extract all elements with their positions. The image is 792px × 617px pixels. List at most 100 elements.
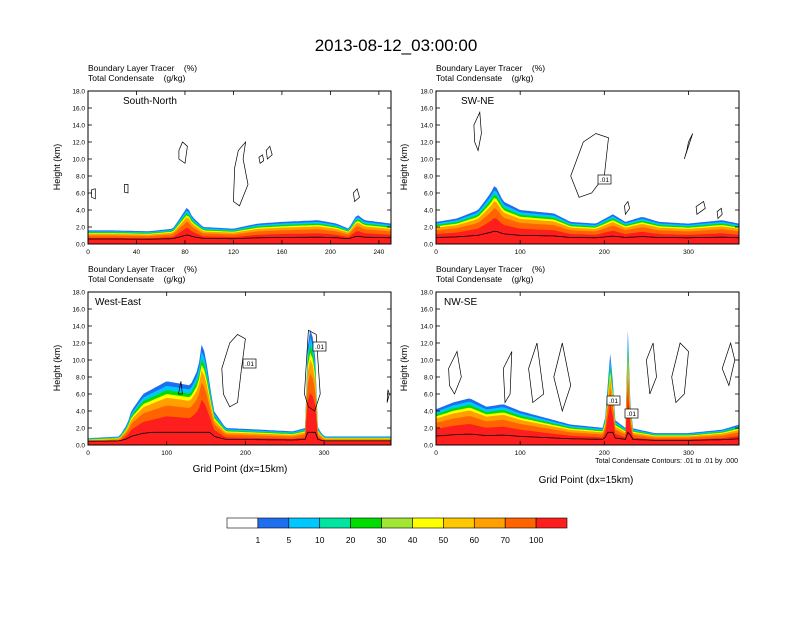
x-tick-label: 240 — [373, 249, 384, 256]
x-tick-label: 0 — [86, 249, 90, 256]
contour-label-box: .01 — [624, 408, 639, 419]
y-tick-label: 6.0 — [76, 392, 85, 399]
colorbar: 1 5 10 20 30 40 50 60 70 100 — [226, 517, 568, 545]
condensate-contour-6 — [721, 341, 736, 387]
y-tick-label: 4.0 — [424, 208, 433, 215]
condensate-contour-5 — [265, 145, 273, 160]
y-tick-label: 4.0 — [76, 208, 85, 215]
colorbar-label: 100 — [529, 535, 543, 545]
y-tick-label: 2.0 — [424, 426, 433, 433]
colorbar-label: 70 — [500, 535, 510, 545]
condensate-contour-1 — [570, 133, 609, 198]
condensate-contour-1 — [502, 351, 513, 404]
tracer-band-6 — [88, 227, 391, 244]
x-tick-label: 300 — [319, 450, 330, 457]
y-tick-label: 8.0 — [424, 375, 433, 382]
y-tick-label: 10.0 — [420, 157, 433, 164]
plot-area-nw-se: 0.0 2.0 4.0 6.0 8.0 10.0 12.0 14.0 16.0 18.0 0 100 2… — [420, 290, 740, 457]
x-tick-label: 120 — [228, 249, 239, 256]
terrain-line — [435, 431, 740, 441]
y-tick-label: 16.0 — [72, 307, 85, 314]
panel-header-line1: Boundary Layer Tracer (%) — [436, 63, 545, 73]
condensate-contour-2 — [178, 141, 188, 164]
condensate-contour-1 — [304, 329, 321, 412]
colorbar-label: 50 — [439, 535, 449, 545]
panel-header-line2: Total Condensate (g/kg) — [436, 73, 534, 83]
y-tick-label: 12.0 — [72, 341, 85, 348]
terrain-line — [435, 230, 740, 239]
plot-area-south-north: 0.0 2.0 4.0 6.0 8.0 10.0 12.0 14.0 16.0 18.0 0 40 80… — [72, 89, 392, 256]
y-tick-label: 14.0 — [420, 123, 433, 130]
plot-area-west-east: 0.0 2.0 4.0 6.0 8.0 10.0 12.0 14.0 16.0 18.0 0 100 2… — [72, 290, 392, 457]
panel-west-east: Boundary Layer Tracer (%) Total Condensa… — [52, 264, 392, 475]
y-tick-label: 2.0 — [424, 225, 433, 232]
panel-header-line1: Boundary Layer Tracer (%) — [88, 264, 197, 274]
condensate-contour-2 — [178, 381, 183, 395]
x-tick-label: 200 — [599, 249, 610, 256]
colorbar-swatch — [288, 517, 321, 529]
panel-header-line2: Total Condensate (g/kg) — [88, 274, 186, 284]
x-tick-label: 100 — [161, 450, 172, 457]
y-tick-label: 8.0 — [76, 375, 85, 382]
x-tick-label: 160 — [276, 249, 287, 256]
condensate-contour-4 — [258, 154, 265, 164]
y-tick-label: 12.0 — [420, 140, 433, 147]
figure-title: 2013-08-12_03:00:00 — [315, 36, 478, 55]
plot-frame — [435, 90, 740, 245]
condensate-contour-2 — [528, 342, 545, 404]
y-tick-label: 6.0 — [424, 191, 433, 198]
condensate-contour-6 — [353, 188, 360, 203]
y-tick-label: 0.0 — [76, 242, 85, 249]
panel-label: NW-SE — [444, 297, 477, 308]
condensate-contour-4 — [695, 200, 706, 215]
x-tick-label: 0 — [434, 249, 438, 256]
panel-header-line1: Boundary Layer Tracer (%) — [436, 264, 545, 274]
contour-label: .01 — [245, 361, 254, 368]
x-tick-label: 300 — [683, 249, 694, 256]
x-axis-label: Grid Point (dx=15km) — [539, 475, 634, 486]
condensate-contour-0 — [473, 110, 482, 152]
colorbar-swatch — [226, 517, 259, 529]
y-tick-label: 14.0 — [420, 324, 433, 331]
y-tick-label: 18.0 — [420, 89, 433, 96]
contour-label: .01 — [627, 411, 636, 418]
y-tick-label: 10.0 — [72, 358, 85, 365]
y-tick-label: 14.0 — [72, 324, 85, 331]
contour-label-box: .01 — [312, 341, 327, 352]
y-tick-label: 0.0 — [76, 443, 85, 450]
y-tick-label: 8.0 — [424, 174, 433, 181]
y-axis-label: Height (km) — [52, 345, 62, 392]
condensate-contour-3 — [624, 200, 630, 216]
panel-label: South-North — [123, 96, 177, 107]
condensate-contour-0 — [221, 334, 246, 408]
y-tick-label: 2.0 — [76, 426, 85, 433]
y-axis-label: Height (km) — [52, 144, 62, 191]
terrain-line — [88, 431, 391, 442]
y-tick-label: 2.0 — [76, 225, 85, 232]
colorbar-swatch — [412, 517, 444, 529]
condensate-contour-0 — [448, 350, 462, 395]
terrain-line — [88, 234, 392, 240]
colorbar-swatch — [473, 517, 506, 529]
x-axis-label: Grid Point (dx=15km) — [193, 464, 288, 475]
y-tick-label: 14.0 — [72, 123, 85, 130]
x-tick-label: 0 — [86, 450, 90, 457]
x-tick-label: 200 — [599, 450, 610, 457]
y-tick-label: 12.0 — [420, 341, 433, 348]
x-tick-label: 100 — [515, 450, 526, 457]
y-tick-label: 6.0 — [424, 392, 433, 399]
condensate-contour-3 — [386, 389, 390, 403]
condensate-contour-3 — [553, 342, 572, 413]
colorbar-swatch — [535, 517, 568, 529]
y-tick-label: 16.0 — [420, 106, 433, 113]
y-tick-label: 16.0 — [420, 307, 433, 314]
condensate-contour-4 — [646, 342, 657, 395]
y-tick-label: 16.0 — [72, 106, 85, 113]
colorbar-swatch — [504, 517, 537, 529]
panel-header-line1: Boundary Layer Tracer (%) — [88, 63, 197, 73]
panel-header-line2: Total Condensate (g/kg) — [88, 73, 186, 83]
contour-note: Total Condensate Contours: .01 to .01 by… — [595, 458, 738, 465]
contour-label: .01 — [315, 344, 324, 351]
colorbar-swatch — [319, 517, 351, 529]
